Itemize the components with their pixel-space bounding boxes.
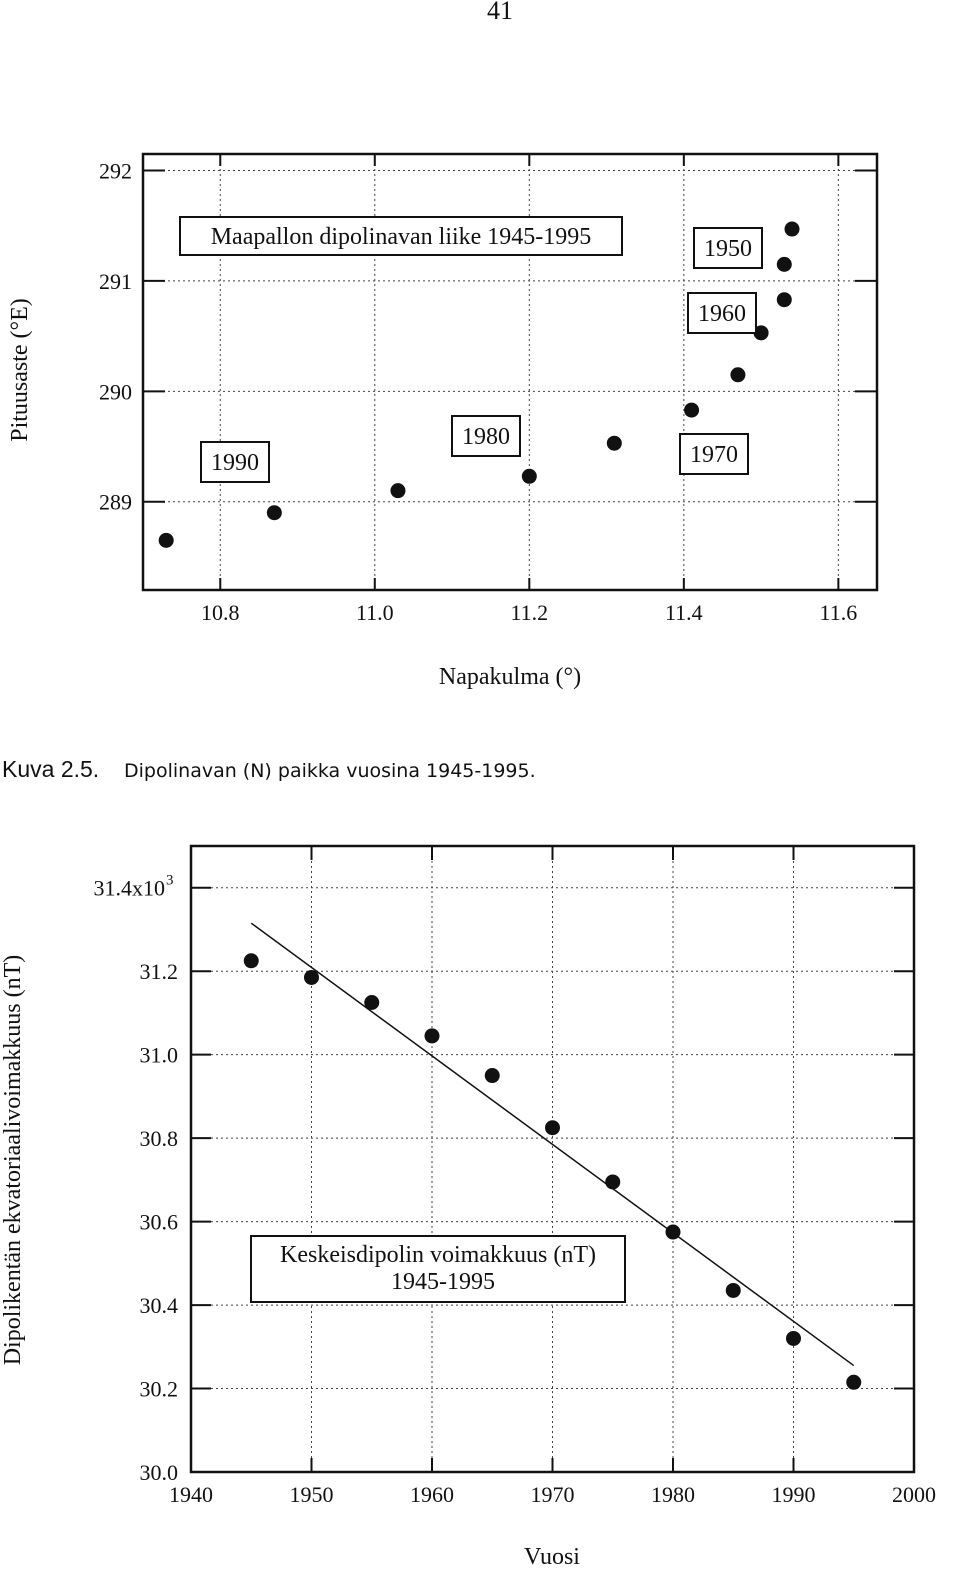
annotation-label: 1980 xyxy=(462,424,510,450)
y-tick-label: 30.6 xyxy=(140,1210,179,1235)
x-tick-label: 1950 xyxy=(290,1482,334,1507)
y-axis-title: Dipolikentän ekvatoriaalivoimakkuus (nT) xyxy=(0,955,26,1366)
annotation-box xyxy=(200,441,270,483)
x-axis-title: Napakulma (°) xyxy=(439,664,581,690)
data-point xyxy=(684,402,700,418)
x-tick-label: 1960 xyxy=(410,1482,454,1507)
x-tick-label: 11.2 xyxy=(510,600,548,625)
x-tick-label: 1990 xyxy=(772,1482,816,1507)
y-tick-label: 291 xyxy=(99,269,132,294)
caption-text: Dipolinavan (N) paikka vuosina 1945-1995… xyxy=(124,760,536,782)
data-point xyxy=(606,435,622,451)
x-tick-label: 11.0 xyxy=(356,600,394,625)
y-tick-label: 30.8 xyxy=(140,1126,179,1151)
x-axis-title: Vuosi xyxy=(524,1544,580,1570)
x-tick-label: 11.4 xyxy=(665,600,703,625)
chart-pole-position: 10.8 11.0 11.2 11.4 11.6 289 290 291 292 Maapallo… xyxy=(7,152,879,690)
annotation-box xyxy=(693,227,763,269)
data-point xyxy=(665,1224,681,1240)
data-point xyxy=(730,367,746,383)
annotation-label: 1960 xyxy=(698,301,746,327)
data-point xyxy=(776,292,792,308)
annotation-box xyxy=(451,415,521,457)
x-tick-label: 11.6 xyxy=(820,600,858,625)
data-point xyxy=(266,505,282,521)
x-tick-label: 1970 xyxy=(531,1482,575,1507)
annotation-label: 1990 xyxy=(211,450,259,476)
data-point xyxy=(364,995,380,1010)
data-point xyxy=(484,1068,500,1084)
plot-frame xyxy=(141,152,879,592)
plot-frame xyxy=(189,844,916,1474)
data-point xyxy=(545,1120,560,1136)
data-point xyxy=(424,1028,440,1044)
data-point xyxy=(605,1174,621,1190)
annotation-box xyxy=(179,216,623,256)
data-point xyxy=(304,969,319,985)
data-point xyxy=(784,221,800,237)
chart-dipole-strength: 1940 1950 1960 1970 1980 1990 2000 30.0 30.2 30.4… xyxy=(0,844,936,1570)
y-tick-label: 289 xyxy=(99,490,132,515)
x-tick-label: 1940 xyxy=(169,1482,213,1507)
data-point xyxy=(521,468,537,484)
data-point xyxy=(786,1330,801,1346)
x-tick-label: 1980 xyxy=(651,1482,695,1507)
annotation-box xyxy=(250,1235,626,1303)
y-tick-label: 30.2 xyxy=(140,1377,179,1402)
annotation-label: Maapallon dipolinavan liike 1945-1995 xyxy=(211,224,592,250)
page-number: 41 xyxy=(487,0,513,25)
data-point xyxy=(846,1374,862,1390)
annotation-label-line2: 1945-1995 xyxy=(391,1269,495,1295)
annotation-label: 1950 xyxy=(704,236,752,262)
y-tick-label: 31.0 xyxy=(140,1043,179,1068)
y-axis-title: Pituusaste (°E) xyxy=(7,298,33,442)
y-tick-label: 31.2 xyxy=(140,959,179,984)
data-point xyxy=(390,483,406,499)
annotation-label-line1: Keskeisdipolin voimakkuus (nT) xyxy=(280,1242,596,1268)
x-tick-label: 2000 xyxy=(892,1482,936,1507)
caption-label: Kuva 2.5. xyxy=(2,756,99,782)
data-point xyxy=(753,325,769,341)
y-tick-exponent: 3 xyxy=(166,873,174,889)
y-tick-label: 30.0 xyxy=(140,1460,179,1485)
figure-caption: Kuva 2.5. Dipolinavan (N) paikka vuosina… xyxy=(2,756,536,782)
y-tick-label: 30.4 xyxy=(140,1293,179,1318)
data-point xyxy=(243,953,259,969)
data-point xyxy=(158,532,174,548)
trend-line xyxy=(250,922,855,1367)
data-point xyxy=(725,1282,741,1298)
annotation-box xyxy=(679,433,749,475)
y-tick-label: 31.4x10 xyxy=(94,876,166,901)
data-point xyxy=(776,256,792,272)
annotation-box xyxy=(687,292,757,334)
x-tick-label: 10.8 xyxy=(201,600,240,625)
y-tick-label: 290 xyxy=(99,379,132,404)
annotation-label: 1970 xyxy=(690,442,738,468)
y-tick-label: 292 xyxy=(99,159,132,184)
